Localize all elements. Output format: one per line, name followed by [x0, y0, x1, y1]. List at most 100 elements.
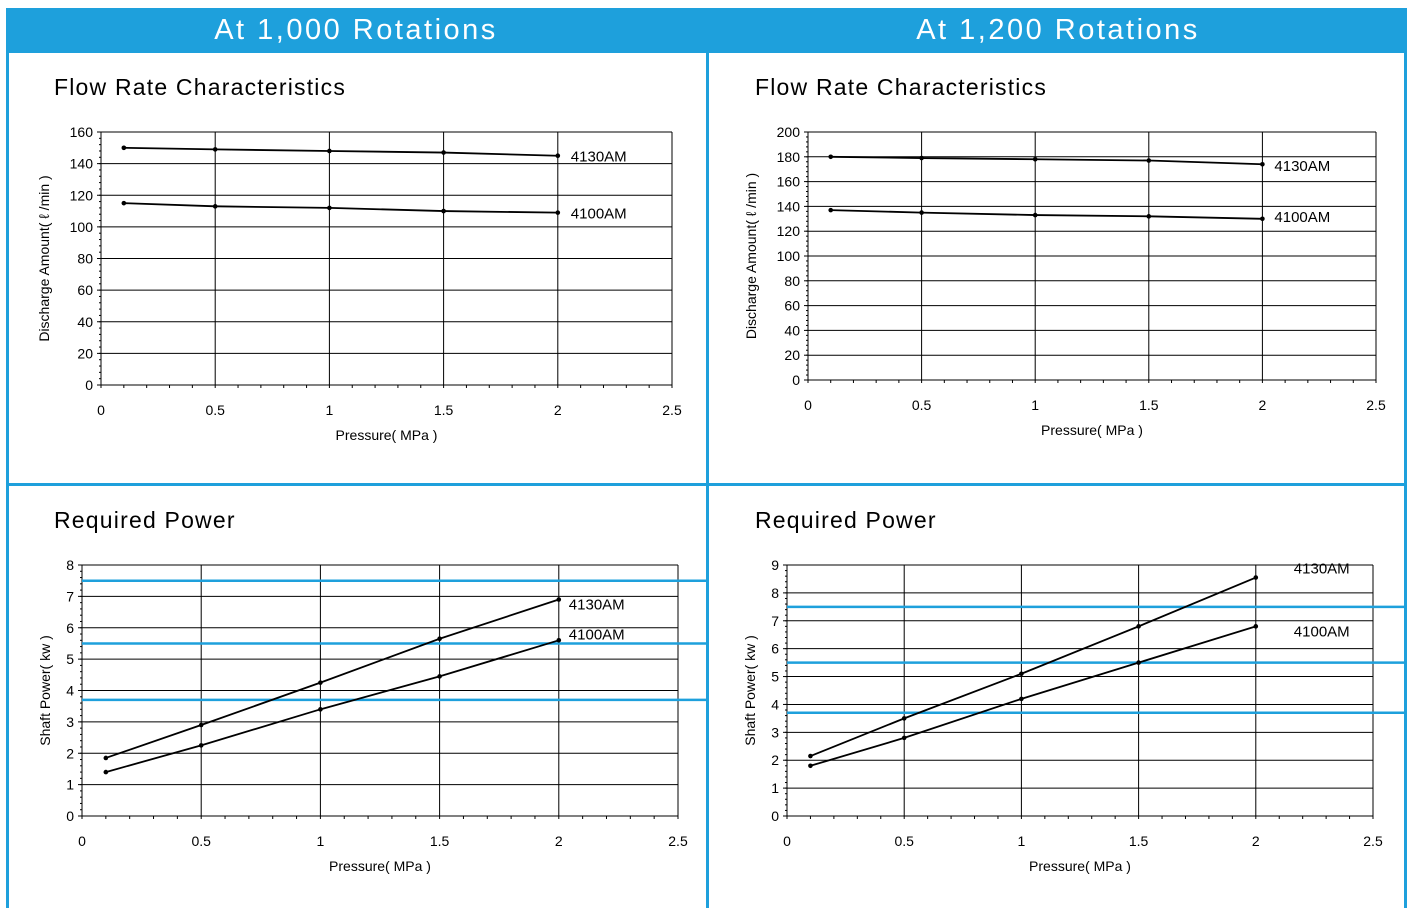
- y-tick-label: 5: [66, 651, 74, 667]
- x-axis-label: Pressure( MPa ): [329, 858, 431, 874]
- x-tick-label: 1.5: [1129, 833, 1149, 849]
- y-axis-label: Shaft Power( kw ): [742, 635, 758, 745]
- x-tick-label: 1: [1018, 833, 1026, 849]
- y-tick-label: 60: [77, 282, 93, 298]
- x-axis-label: Pressure( MPa ): [336, 427, 438, 443]
- data-point-4100AM: [198, 743, 204, 748]
- y-tick-label: 7: [66, 588, 74, 604]
- x-tick-label: 0: [78, 833, 86, 849]
- data-point-4130AM: [1032, 156, 1038, 162]
- data-point-4100AM: [556, 638, 562, 643]
- data-point-4130AM: [828, 154, 834, 160]
- series-label-4130AM: 4130AM: [1294, 561, 1350, 578]
- data-point-4130AM: [198, 722, 204, 728]
- data-point-4100AM: [1136, 660, 1141, 665]
- y-tick-label: 4: [66, 683, 74, 699]
- data-point-4100AM: [1253, 624, 1259, 629]
- x-tick-label: 1.5: [1139, 397, 1159, 413]
- data-point-4100AM: [808, 763, 813, 769]
- y-tick-label: 0: [66, 808, 74, 824]
- y-tick-label: 7: [771, 613, 779, 629]
- y-tick-label: 2: [66, 745, 74, 761]
- data-point-4130AM: [919, 155, 924, 161]
- y-tick-label: 20: [77, 345, 93, 361]
- y-tick-label: 40: [784, 322, 800, 338]
- data-point-4100AM: [437, 674, 442, 679]
- data-point-4130AM: [808, 753, 813, 759]
- y-tick-label: 9: [771, 557, 779, 573]
- data-point-4130AM: [1019, 671, 1024, 677]
- x-tick-label: 0.5: [191, 833, 211, 849]
- data-point-4130AM: [1253, 575, 1259, 580]
- y-tick-label: 1: [771, 780, 779, 796]
- frame-left-border: [6, 8, 9, 908]
- data-point-4100AM: [327, 205, 332, 211]
- x-axis-label: Pressure( MPa ): [1041, 422, 1143, 438]
- series-label-4100AM: 4100AM: [1274, 209, 1330, 226]
- data-point-4100AM: [901, 735, 907, 741]
- data-point-4100AM: [103, 769, 109, 775]
- header-1000-rotations: At 1,000 Rotations: [6, 8, 706, 53]
- series-line-4100AM: [810, 625, 1257, 767]
- y-tick-label: 200: [777, 124, 801, 140]
- data-point-4130AM: [318, 680, 323, 685]
- y-tick-label: 2: [771, 752, 779, 768]
- x-tick-label: 0.5: [912, 397, 932, 413]
- x-tick-label: 1.5: [430, 833, 450, 849]
- y-tick-label: 160: [777, 174, 801, 190]
- data-point-4100AM: [212, 204, 218, 209]
- data-point-4130AM: [441, 150, 446, 155]
- panel-title-flow-1000: Flow Rate Characteristics: [54, 74, 347, 100]
- y-tick-label: 100: [70, 219, 94, 235]
- y-tick-label: 6: [771, 641, 779, 657]
- x-tick-label: 2.5: [662, 402, 682, 418]
- x-tick-label: 2: [1252, 833, 1260, 849]
- y-tick-label: 6: [66, 620, 74, 636]
- data-point-4130AM: [327, 148, 332, 154]
- series-label-4130AM: 4130AM: [569, 597, 625, 614]
- y-tick-label: 1: [66, 777, 74, 793]
- x-axis-label: Pressure( MPa ): [1029, 858, 1131, 874]
- data-point-4100AM: [1032, 212, 1038, 218]
- data-point-4130AM: [1136, 624, 1141, 629]
- frame-center-divider: [706, 8, 709, 908]
- series-line-4130AM: [810, 576, 1257, 757]
- x-tick-label: 1: [326, 402, 334, 418]
- x-tick-label: 2.5: [668, 833, 688, 849]
- y-tick-label: 160: [70, 124, 94, 140]
- y-tick-label: 140: [70, 156, 94, 172]
- data-point-4130AM: [212, 147, 218, 152]
- data-point-4100AM: [555, 210, 561, 215]
- data-point-4130AM: [901, 716, 907, 721]
- header-1200-rotations: At 1,200 Rotations: [709, 8, 1407, 53]
- x-tick-label: 0: [783, 833, 791, 849]
- data-point-4130AM: [1146, 158, 1152, 163]
- x-tick-label: 1: [1031, 397, 1039, 413]
- y-axis-label: Discharge Amount( ℓ /min ): [743, 173, 759, 339]
- x-tick-label: 0.5: [205, 402, 225, 418]
- y-axis-label: Shaft Power( kw ): [37, 635, 53, 745]
- panel-title-flow-1200: Flow Rate Characteristics: [755, 74, 1048, 100]
- x-tick-label: 2.5: [1363, 833, 1383, 849]
- data-point-4100AM: [828, 207, 834, 213]
- y-tick-label: 120: [777, 223, 801, 239]
- data-point-4100AM: [1146, 214, 1152, 219]
- data-point-4100AM: [1260, 216, 1265, 222]
- y-tick-label: 3: [771, 724, 779, 740]
- x-tick-label: 0: [804, 397, 812, 413]
- series-label-4130AM: 4130AM: [1274, 158, 1330, 175]
- y-tick-label: 120: [70, 187, 94, 203]
- data-point-4100AM: [1019, 696, 1024, 702]
- x-tick-label: 2: [555, 833, 563, 849]
- y-tick-label: 140: [777, 198, 801, 214]
- series-label-4100AM: 4100AM: [1294, 623, 1350, 640]
- data-point-4130AM: [437, 636, 442, 642]
- data-point-4130AM: [121, 145, 127, 151]
- data-point-4130AM: [103, 755, 109, 761]
- y-tick-label: 60: [784, 298, 800, 314]
- data-point-4100AM: [318, 707, 323, 712]
